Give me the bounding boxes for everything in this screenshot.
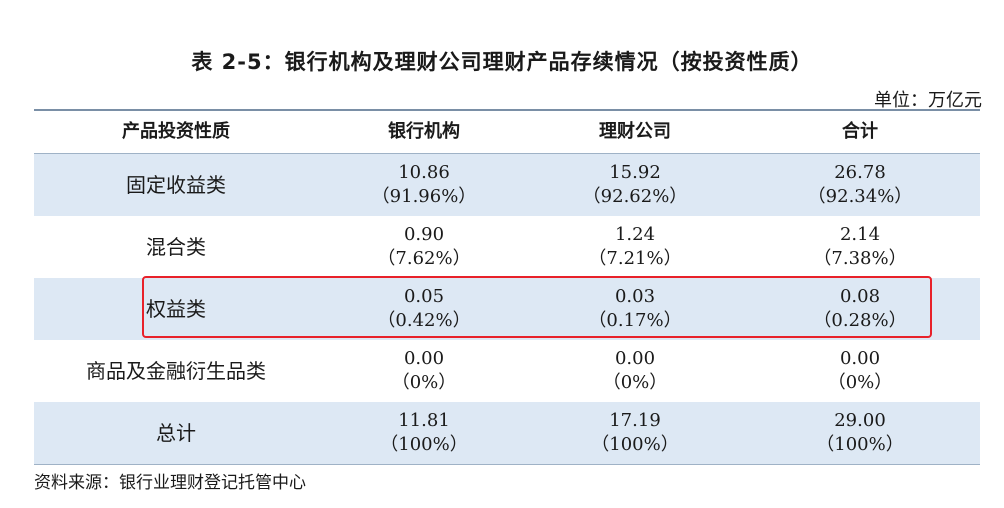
percent: （100%）: [380, 434, 468, 455]
percent: （0%）: [391, 372, 457, 393]
value: 26.78: [834, 162, 886, 183]
total-cell: 0.08 （0.28%）: [740, 278, 980, 340]
total-cell: 0.00 （0%）: [740, 340, 980, 402]
percent: （7.62%）: [377, 248, 471, 269]
value: 1.24: [614, 224, 656, 245]
percent: （100%）: [591, 434, 679, 455]
percent: （92.34%）: [807, 186, 913, 207]
source-note: 资料来源：银行业理财登记托管中心: [34, 473, 306, 493]
percent: （0.28%）: [813, 310, 907, 331]
table-row: 权益类 0.05 （0.42%） 0.03 （0.17%） 0.08 （0.28%）: [34, 278, 980, 340]
percent: （0.42%）: [377, 310, 471, 331]
bank-cell: 11.81 （100%）: [318, 402, 530, 464]
wealth-cell: 0.03 （0.17%）: [530, 278, 740, 340]
value: 29.00: [834, 410, 886, 431]
investment-nature-table: 产品投资性质 银行机构 理财公司 合计 固定收益类 10.86 （91.96%） …: [34, 109, 980, 465]
table-header-row: 产品投资性质 银行机构 理财公司 合计: [34, 111, 980, 154]
table-row: 总计 11.81 （100%） 17.19 （100%） 29.00 （100%）: [34, 402, 980, 465]
table-row: 固定收益类 10.86 （91.96%） 15.92 （92.62%） 26.78 （…: [34, 154, 980, 216]
row-name: 固定收益类: [126, 173, 226, 197]
bank-cell: 0.90 （7.62%）: [318, 216, 530, 278]
table-title: 表 2-5：银行机构及理财公司理财产品存续情况（按投资性质）: [191, 50, 813, 74]
percent: （100%）: [816, 434, 904, 455]
value: 0.00: [403, 348, 445, 369]
table-row: 混合类 0.90 （7.62%） 1.24 （7.21%） 2.14 （7.38%）: [34, 216, 980, 278]
wealth-cell: 15.92 （92.62%）: [530, 154, 740, 216]
row-name: 商品及金融衍生品类: [86, 359, 266, 383]
wealth-cell: 0.00 （0%）: [530, 340, 740, 402]
wealth-cell: 1.24 （7.21%）: [530, 216, 740, 278]
value: 0.00: [614, 348, 656, 369]
total-cell: 2.14 （7.38%）: [740, 216, 980, 278]
row-name: 混合类: [146, 235, 206, 259]
value: 0.90: [403, 224, 445, 245]
unit-label: 单位：万亿元: [874, 90, 982, 111]
total-cell: 26.78 （92.34%）: [740, 154, 980, 216]
value: 17.19: [609, 410, 661, 431]
total-cell: 29.00 （100%）: [740, 402, 980, 464]
wealth-cell: 17.19 （100%）: [530, 402, 740, 464]
header-wealth-company: 理财公司: [599, 121, 671, 142]
percent: （0%）: [827, 372, 893, 393]
value: 11.81: [398, 410, 450, 431]
percent: （7.21%）: [588, 248, 682, 269]
row-name: 权益类: [146, 297, 206, 321]
header-bank: 银行机构: [388, 121, 460, 142]
value: 0.05: [403, 286, 445, 307]
value: 0.08: [839, 286, 881, 307]
bank-cell: 0.00 （0%）: [318, 340, 530, 402]
percent: （0.17%）: [588, 310, 682, 331]
value: 10.86: [398, 162, 450, 183]
bank-cell: 0.05 （0.42%）: [318, 278, 530, 340]
value: 15.92: [609, 162, 661, 183]
header-total: 合计: [842, 121, 878, 142]
header-product-nature: 产品投资性质: [122, 121, 230, 142]
table-row: 商品及金融衍生品类 0.00 （0%） 0.00 （0%） 0.00 （0%）: [34, 340, 980, 402]
percent: （0%）: [602, 372, 668, 393]
percent: （92.62%）: [582, 186, 688, 207]
value: 2.14: [839, 224, 881, 245]
bank-cell: 10.86 （91.96%）: [318, 154, 530, 216]
percent: （7.38%）: [813, 248, 907, 269]
value: 0.03: [614, 286, 656, 307]
value: 0.00: [839, 348, 881, 369]
percent: （91.96%）: [371, 186, 477, 207]
row-name: 总计: [156, 421, 196, 445]
